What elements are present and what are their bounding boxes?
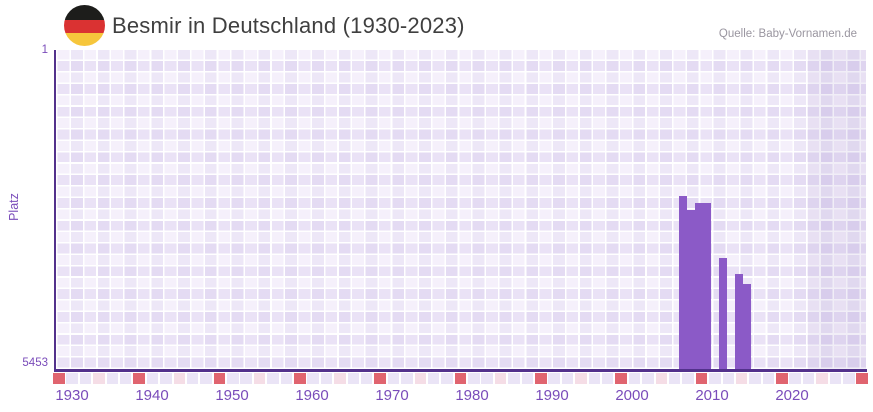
chart-title: Besmir in Deutschland (1930-2023) <box>112 13 465 38</box>
timeline-cell <box>802 373 815 384</box>
bar-2006[interactable] <box>679 196 687 369</box>
timeline-cell <box>307 373 319 384</box>
timeline-cell <box>655 373 668 384</box>
timeline-cell <box>253 373 266 384</box>
timeline-cell <box>186 373 199 384</box>
timeline-cell <box>454 373 467 384</box>
timeline-cell <box>628 373 641 384</box>
timeline-cell <box>722 373 734 384</box>
timeline-cell <box>642 373 654 384</box>
timeline-cell <box>401 373 413 384</box>
timeline-cell <box>695 373 708 384</box>
timeline-cell <box>441 373 453 384</box>
timeline-cell <box>561 373 574 384</box>
timeline-cell <box>267 373 279 384</box>
timeline-cell <box>427 373 440 384</box>
timeline-cell <box>856 373 868 384</box>
timeline-cell <box>347 373 360 384</box>
timeline-cell <box>146 373 159 384</box>
timeline-cell <box>588 373 601 384</box>
timeline-cell <box>709 373 721 384</box>
germany-flag-icon <box>64 5 105 46</box>
x-tick-1960: 1960 <box>295 387 329 404</box>
timeline-cell <box>535 373 547 384</box>
timeline-cell <box>66 373 78 384</box>
timeline-cell <box>320 373 333 384</box>
timeline-cell <box>508 373 520 384</box>
timeline-cell <box>735 373 748 384</box>
timeline-cell <box>240 373 252 384</box>
timeline-cell <box>548 373 560 384</box>
timeline-cell <box>668 373 681 384</box>
x-tick-2010: 2010 <box>695 387 729 404</box>
bar-2008[interactable] <box>695 203 703 369</box>
timeline-cell <box>762 373 775 384</box>
timeline-cell <box>79 373 92 384</box>
x-tick-1970: 1970 <box>375 387 409 404</box>
x-tick-2000: 2000 <box>615 387 649 404</box>
chart-header: Besmir in Deutschland (1930-2023) Quelle… <box>0 0 873 50</box>
x-tick-1940: 1940 <box>135 387 169 404</box>
timeline-cell <box>749 373 761 384</box>
timeline-cell <box>374 373 386 384</box>
x-tick-1930: 1930 <box>55 387 89 404</box>
bar-2014[interactable] <box>743 283 751 369</box>
timeline-cell <box>682 373 694 384</box>
timeline-cell <box>494 373 507 384</box>
timeline-cell <box>173 373 185 384</box>
timeline-cell <box>93 373 105 384</box>
bar-2011[interactable] <box>719 258 727 369</box>
timeline-cell <box>119 373 132 384</box>
timeline-cell <box>294 373 306 384</box>
timeline-cell <box>387 373 400 384</box>
y-axis-label: Platz <box>7 193 21 221</box>
plot-area <box>56 50 866 369</box>
timeline-cell <box>133 373 145 384</box>
y-tick-bottom: 5453 <box>22 357 48 369</box>
timeline-cell <box>816 373 828 384</box>
timeline-cell <box>615 373 627 384</box>
timeline-cell <box>468 373 480 384</box>
x-tick-1950: 1950 <box>215 387 249 404</box>
timeline-cell <box>200 373 212 384</box>
timeline-cell <box>227 373 239 384</box>
y-tick-top: 1 <box>41 44 48 56</box>
x-axis-line <box>53 369 867 372</box>
timeline-cell <box>360 373 373 384</box>
timeline-cell <box>334 373 346 384</box>
timeline-cell <box>789 373 801 384</box>
timeline-cell <box>53 373 65 384</box>
timeline-cell <box>601 373 614 384</box>
bar-2007[interactable] <box>687 210 695 369</box>
timeline-cell <box>481 373 493 384</box>
timeline-cell <box>160 373 172 384</box>
bar-2009[interactable] <box>703 203 711 369</box>
y-axis-line <box>53 50 56 371</box>
bar-2013[interactable] <box>735 274 743 369</box>
timeline-cell <box>843 373 855 384</box>
timeline-cell <box>106 373 119 384</box>
recent-years-band <box>808 50 866 369</box>
timeline-cell <box>521 373 534 384</box>
timeline-cell <box>213 373 226 384</box>
timeline-cell <box>414 373 427 384</box>
timeline-cell <box>575 373 587 384</box>
timeline-strip <box>0 373 873 384</box>
source-attribution: Quelle: Baby-Vornamen.de <box>718 28 857 40</box>
timeline-cell <box>280 373 293 384</box>
x-tick-2020: 2020 <box>775 387 809 404</box>
x-tick-1990: 1990 <box>535 387 569 404</box>
timeline-cell <box>829 373 842 384</box>
timeline-cell <box>776 373 788 384</box>
x-tick-1980: 1980 <box>455 387 489 404</box>
